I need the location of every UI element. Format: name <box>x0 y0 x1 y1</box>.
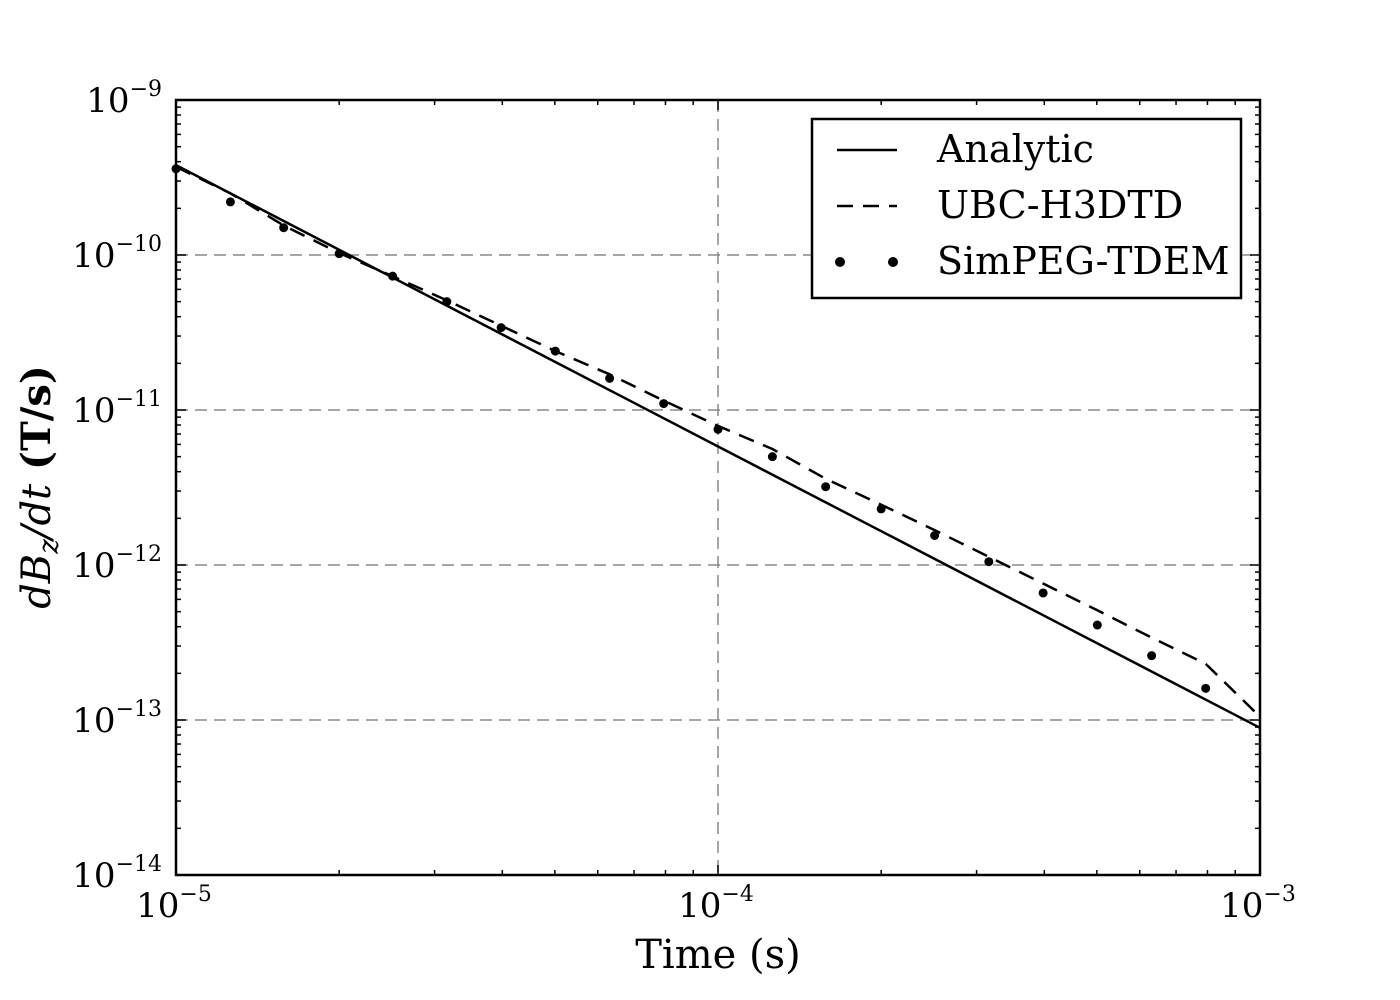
data-point <box>1092 620 1102 630</box>
data-point <box>334 249 344 259</box>
tick-label: 10−3 <box>1220 882 1296 926</box>
data-point <box>1201 683 1211 693</box>
data-point <box>550 346 560 356</box>
data-point <box>442 297 452 307</box>
axis-ticks: 10−5 10−4 10−3 10−14 10−13 10−12 10−11 10−10 10−… <box>72 77 1296 926</box>
series-simpeg-tdem <box>171 164 1211 693</box>
legend-analytic-label: Analytic <box>936 127 1094 171</box>
data-point <box>767 452 777 462</box>
tick-label: 10−10 <box>72 232 162 276</box>
tick-label: 10−14 <box>72 852 162 896</box>
legend: Analytic UBC-H3DTD SimPEG-TDEM <box>810 117 1243 300</box>
tick-label: 10−4 <box>678 882 754 926</box>
series-analytic <box>175 163 1261 729</box>
data-point <box>713 424 723 434</box>
data-point <box>659 399 669 409</box>
data-point <box>496 323 506 333</box>
data-point <box>876 504 886 514</box>
tick-label: 10−12 <box>72 542 162 586</box>
legend-simpeg-dot-1 <box>835 257 845 267</box>
data-point <box>279 223 289 233</box>
tick-label: 10−5 <box>136 882 212 926</box>
legend-simpeg-label: SimPEG-TDEM <box>937 239 1230 283</box>
data-point <box>984 557 994 567</box>
tick-label: 10−9 <box>86 77 162 121</box>
data-point <box>1038 588 1048 598</box>
data-point <box>605 373 615 383</box>
data-point <box>930 530 940 540</box>
data-point <box>388 271 398 281</box>
data-point <box>225 197 235 207</box>
data-point <box>1147 651 1157 661</box>
tick-label: 10−11 <box>72 387 162 431</box>
tick-label: 10−13 <box>72 697 162 741</box>
legend-ubc-label: UBC-H3DTD <box>937 183 1183 227</box>
legend-simpeg-dot-2 <box>888 257 898 267</box>
y-axis-title: dBz/dt (T/s) <box>13 365 65 609</box>
series-layer <box>171 163 1261 729</box>
data-point <box>821 482 831 492</box>
x-axis-title: Time (s) <box>635 932 801 978</box>
series-line <box>175 163 1261 729</box>
